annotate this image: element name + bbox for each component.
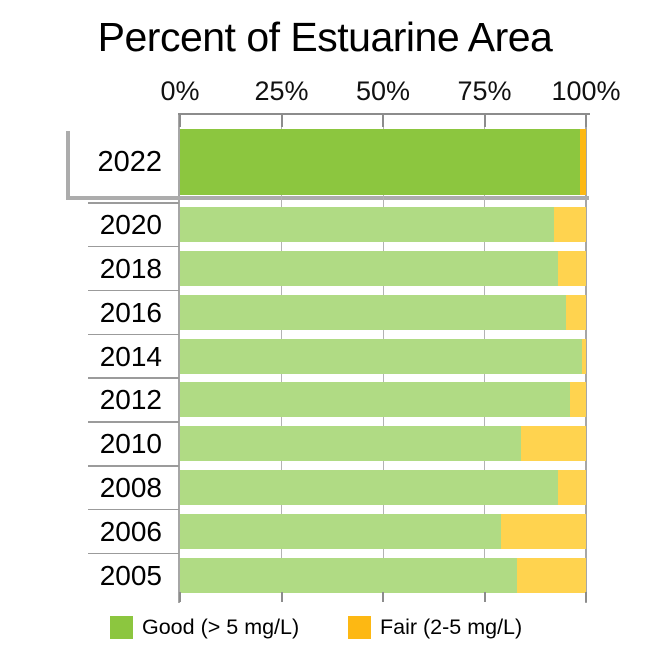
- legend-item-good: Good (> 5 mg/L): [110, 615, 299, 640]
- year-label-2018: 2018: [99, 252, 162, 284]
- legend-label-fair: Fair (2-5 mg/L): [380, 615, 523, 639]
- bar-segment-fair-2012: [569, 382, 586, 418]
- row-separator: [88, 202, 179, 204]
- top-axis-tick-25%: [280, 114, 283, 127]
- row-separator: [88, 377, 179, 379]
- highlight-bracket-vertical: [66, 131, 70, 200]
- year-label-2022: 2022: [97, 146, 162, 178]
- plot-right-border: [585, 113, 587, 603]
- top-axis-tick-75%: [483, 114, 486, 127]
- legend-item-fair: Fair (2-5 mg/L): [348, 615, 522, 640]
- bar-segment-fair-2018: [557, 250, 586, 286]
- row-separator: [88, 465, 179, 467]
- row-separator: [88, 508, 179, 511]
- bar-row-2018: [180, 250, 586, 286]
- year-label-2012: 2012: [99, 384, 162, 416]
- bar-row-2005: [180, 557, 586, 593]
- x-axis-tick-label-0: 0%: [160, 76, 200, 106]
- row-separator: [88, 552, 179, 555]
- bottom-axis-tick-100%: [585, 592, 587, 602]
- x-axis-tick-label-75: 75%: [457, 76, 512, 106]
- top-axis-tick-0%: [179, 114, 181, 127]
- bar-segment-fair-2014: [581, 338, 586, 374]
- year-label-2020: 2020: [99, 209, 162, 240]
- bar-row-2008: [180, 470, 586, 506]
- bar-segment-good-2006: [180, 513, 501, 549]
- year-label-2014: 2014: [99, 340, 162, 372]
- x-axis-tick-label-50: 50%: [355, 76, 411, 106]
- bar-segment-good-2016: [180, 294, 566, 330]
- legend-swatch-fair: [348, 616, 371, 639]
- bar-segment-good-2022: [180, 129, 580, 195]
- legend-label-good: Good (> 5 mg/L): [142, 615, 300, 639]
- row-separator: [88, 245, 179, 248]
- top-axis-tick-50%: [382, 114, 384, 127]
- bar-segment-fair-2020: [553, 207, 586, 242]
- bar-segment-good-2012: [180, 382, 570, 418]
- bar-segment-good-2018: [180, 250, 558, 286]
- bar-segment-good-2020: [180, 207, 554, 242]
- bar-segment-fair-2006: [500, 513, 586, 549]
- bottom-axis-tick-75%: [483, 592, 486, 602]
- bar-row-2006: [180, 513, 586, 549]
- bar-row-2010: [180, 426, 586, 462]
- row-separator: [88, 289, 179, 292]
- bar-segment-fair-2016: [565, 294, 586, 330]
- year-label-2010: 2010: [99, 428, 162, 460]
- bar-segment-fair-2022: [579, 129, 586, 195]
- bar-row-2012: [180, 382, 586, 418]
- highlight-bracket-underline: [66, 196, 589, 200]
- bar-row-2016: [180, 294, 586, 330]
- bar-row-2014: [180, 338, 586, 374]
- x-axis-tick-label-25: 25%: [254, 76, 309, 106]
- bar-segment-fair-2008: [557, 470, 586, 506]
- row-separator: [88, 421, 179, 423]
- bar-row-2020: [180, 207, 586, 242]
- year-label-2008: 2008: [99, 472, 162, 504]
- bar-segment-good-2005: [180, 557, 517, 593]
- x-axis-tick-label-100: 100%: [551, 76, 621, 106]
- bar-segment-good-2008: [180, 470, 558, 506]
- year-label-2016: 2016: [99, 296, 162, 328]
- chart-title: Percent of Estuarine Area: [97, 14, 553, 60]
- top-axis-tick-100%: [585, 114, 587, 127]
- bar-row-2022: [180, 129, 586, 195]
- x-axis-line: [178, 113, 590, 115]
- legend-swatch-good: [110, 616, 133, 639]
- bar-segment-good-2010: [180, 426, 522, 462]
- bar-segment-fair-2005: [516, 557, 586, 593]
- year-label-2005: 2005: [99, 559, 162, 591]
- bar-segment-good-2014: [180, 338, 582, 374]
- year-label-2006: 2006: [99, 515, 162, 547]
- bar-segment-fair-2010: [521, 426, 586, 462]
- bottom-axis-tick-50%: [382, 592, 384, 602]
- plot-left-border: [178, 113, 180, 603]
- row-separator: [88, 333, 179, 336]
- bottom-axis-tick-0%: [179, 592, 181, 602]
- bottom-axis-tick-25%: [280, 592, 283, 602]
